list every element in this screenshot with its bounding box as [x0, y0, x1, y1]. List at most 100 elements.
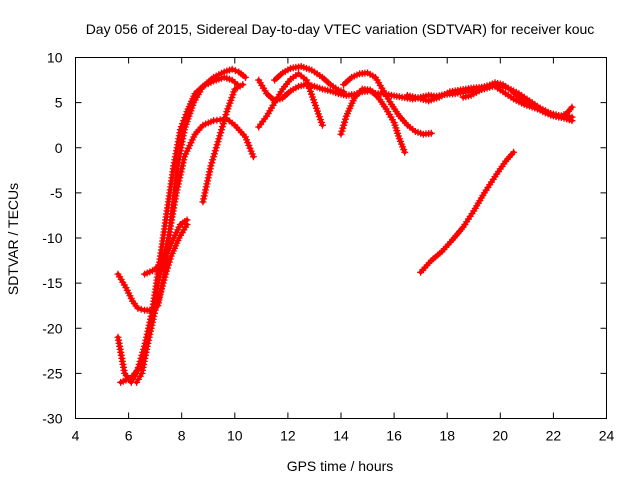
data-point	[150, 309, 158, 317]
data-point	[228, 65, 236, 73]
data-point	[202, 183, 210, 191]
data-point	[211, 147, 219, 155]
data-point	[151, 306, 159, 314]
y-tick-label: -5	[50, 185, 63, 201]
data-point	[165, 258, 173, 266]
data-point	[210, 153, 218, 161]
data-point	[222, 111, 230, 119]
series-arc-14	[459, 79, 576, 121]
data-point	[318, 121, 326, 129]
x-tick-label: 4	[72, 428, 80, 444]
data-point	[176, 174, 184, 182]
data-point	[341, 118, 349, 126]
data-point	[145, 336, 153, 344]
data-point	[153, 300, 161, 308]
data-point	[179, 159, 187, 167]
data-point	[337, 130, 345, 138]
data-point	[401, 148, 409, 156]
data-point	[340, 88, 348, 96]
data-point	[220, 117, 228, 125]
x-tick-label: 6	[125, 428, 133, 444]
data-point	[200, 192, 208, 200]
data-point	[340, 121, 348, 129]
series-arc-4	[133, 220, 191, 386]
data-point	[178, 165, 186, 173]
x-tick-label: 8	[178, 428, 186, 444]
x-tick-label: 24	[599, 428, 615, 444]
data-point	[180, 156, 188, 164]
data-point	[209, 156, 217, 164]
x-tick-label: 14	[333, 428, 349, 444]
data-point	[204, 177, 212, 185]
data-point	[199, 198, 207, 206]
data-point	[164, 261, 172, 269]
data-point	[175, 177, 183, 185]
data-point	[152, 303, 160, 311]
y-tick-label: -15	[42, 275, 62, 291]
data-point	[164, 264, 172, 272]
data-point	[158, 282, 166, 290]
series-line	[341, 70, 434, 137]
data-point	[568, 117, 576, 125]
data-point	[176, 171, 184, 179]
x-tick-label: 20	[493, 428, 509, 444]
data-point	[148, 321, 156, 329]
data-point	[150, 312, 158, 320]
data-point	[207, 162, 215, 170]
series-line	[118, 116, 256, 385]
data-point	[217, 129, 225, 137]
data-point	[241, 73, 249, 81]
data-point	[163, 267, 171, 275]
data-point	[156, 291, 164, 299]
data-point	[174, 180, 182, 188]
data-point	[215, 135, 223, 143]
y-tick-label: 5	[55, 95, 63, 111]
data-point	[173, 186, 181, 194]
data-point	[216, 132, 224, 140]
data-point	[154, 297, 162, 305]
data-point	[205, 171, 213, 179]
data-point	[137, 305, 145, 313]
series-line	[339, 87, 407, 155]
data-point	[219, 120, 227, 128]
data-point	[146, 330, 154, 338]
series-arc-5	[141, 216, 191, 278]
x-tick-label: 16	[386, 428, 402, 444]
series-arc-8	[255, 70, 326, 131]
x-tick-label: 22	[546, 428, 562, 444]
data-point	[212, 144, 220, 152]
series-line	[418, 150, 516, 275]
data-point	[231, 67, 239, 75]
axis-ticks: 4 6 8 10 12 14 16 18 20 22 24 -30 -25 -20 -15 -10 -5 0 5 10	[42, 50, 614, 444]
x-tick-label: 18	[439, 428, 455, 444]
y-tick-label: 10	[47, 50, 63, 66]
chart-title: Day 056 of 2015, Sidereal Day-to-day VTE…	[86, 21, 595, 37]
data-point	[178, 162, 186, 170]
y-tick-label: 0	[55, 140, 63, 156]
data-point	[145, 333, 153, 341]
data-point	[147, 324, 155, 332]
data-point	[172, 189, 180, 197]
data-point	[156, 288, 164, 296]
data-point	[249, 153, 257, 161]
data-point	[203, 180, 211, 188]
data-point	[147, 327, 155, 335]
data-point	[339, 124, 347, 132]
data-point	[218, 123, 226, 131]
y-tick-label: -10	[42, 230, 62, 246]
data-point	[200, 195, 208, 203]
data-point	[202, 186, 210, 194]
series-arc-6	[199, 81, 247, 206]
data-point	[210, 150, 218, 158]
x-tick-label: 10	[227, 428, 243, 444]
data-point	[157, 285, 165, 293]
data-point	[208, 159, 216, 167]
data-point	[213, 141, 221, 149]
data-point	[218, 126, 226, 134]
data-point	[149, 315, 157, 323]
series-arc-15	[417, 148, 518, 276]
data-point	[221, 114, 229, 122]
data-point	[148, 318, 156, 326]
y-tick-label: -20	[42, 320, 62, 336]
